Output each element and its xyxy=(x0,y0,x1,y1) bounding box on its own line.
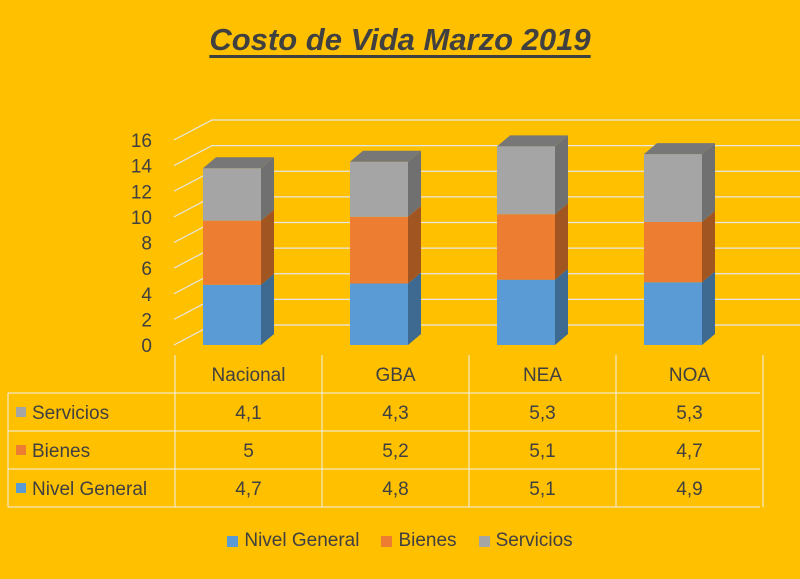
bar-top-servicios-noa xyxy=(644,143,715,155)
bar-side-servicios-noa xyxy=(702,143,715,222)
table-legend-key-servicios xyxy=(16,407,26,417)
x-category-label: NEA xyxy=(523,365,562,386)
bar-servicios-noa xyxy=(644,154,702,222)
bar-side-nivel-general-nacional xyxy=(261,273,274,345)
x-category-label: NOA xyxy=(669,365,711,386)
bar-side-bienes-gba xyxy=(408,205,421,284)
table-cell-value: 4,9 xyxy=(676,479,702,500)
bar-bienes-nacional xyxy=(203,220,261,285)
y-tick-label: 16 xyxy=(131,131,152,152)
bar-side-nivel-general-gba xyxy=(408,272,421,345)
gridline xyxy=(173,145,800,167)
table-row-label-servicios: Servicios xyxy=(32,403,109,424)
y-tick-label: 0 xyxy=(141,336,152,357)
bar-bienes-gba xyxy=(350,216,408,284)
table-cell-value: 4,3 xyxy=(382,403,408,424)
x-category-label: GBA xyxy=(375,365,415,386)
bar-servicios-nea xyxy=(497,146,555,215)
bar-side-bienes-noa xyxy=(702,211,715,283)
legend-item-servicios: Servicios xyxy=(478,530,573,552)
table-cell-value: 4,1 xyxy=(235,403,261,424)
table-cell-value: 4,7 xyxy=(235,479,261,500)
legend-swatch-nivel-general xyxy=(227,535,239,547)
bar-nivel-general-nea xyxy=(497,279,555,345)
table-cell-value: 4,8 xyxy=(382,479,408,500)
legend-label-bienes: Bienes xyxy=(398,530,457,551)
table-row-label-nivel-general: Nivel General xyxy=(32,479,147,500)
table-cell-value: 5,1 xyxy=(529,479,555,500)
bar-bienes-nea xyxy=(497,214,555,280)
table-cell-value: 5,3 xyxy=(676,403,702,424)
table-cell-value: 4,7 xyxy=(676,441,702,462)
legend-label-nivel-general: Nivel General xyxy=(244,530,360,551)
bar-side-nivel-general-noa xyxy=(702,271,715,345)
table-cell-value: 5,2 xyxy=(382,441,408,462)
table-legend-key-nivel-general xyxy=(16,483,26,493)
bar-side-bienes-nea xyxy=(555,203,568,280)
y-tick-label: 8 xyxy=(141,234,152,255)
chart-legend: Nivel General Bienes Servicios xyxy=(0,530,800,552)
x-category-label: Nacional xyxy=(212,365,286,386)
bar-top-servicios-nacional xyxy=(203,157,274,169)
y-tick-label: 2 xyxy=(141,310,152,331)
bar-bienes-noa xyxy=(644,222,702,283)
chart-title: Costo de Vida Marzo 2019 xyxy=(209,22,591,57)
legend-item-nivel-general: Nivel General xyxy=(227,530,359,552)
table-cell-value: 5 xyxy=(243,441,254,462)
bar-side-servicios-gba xyxy=(408,150,421,217)
bar-servicios-nacional xyxy=(203,168,261,221)
bar-top-servicios-nea xyxy=(497,135,568,147)
bar-side-servicios-nea xyxy=(555,135,568,215)
bar-servicios-gba xyxy=(350,161,408,217)
bar-nivel-general-nacional xyxy=(203,284,261,345)
table-cell-value: 5,1 xyxy=(529,441,555,462)
bar-side-bienes-nacional xyxy=(261,209,274,285)
table-cell-value: 5,3 xyxy=(529,403,555,424)
legend-swatch-bienes xyxy=(381,535,393,547)
bar-nivel-general-gba xyxy=(350,283,408,345)
y-tick-label: 10 xyxy=(131,208,152,229)
bar-nivel-general-noa xyxy=(644,282,702,345)
legend-item-bienes: Bienes xyxy=(381,530,457,552)
table-legend-key-bienes xyxy=(16,445,26,455)
bar-side-servicios-nacional xyxy=(261,157,274,221)
gridline xyxy=(173,119,800,141)
y-tick-label: 6 xyxy=(141,259,152,280)
bar-side-nivel-general-nea xyxy=(555,268,568,345)
y-tick-label: 4 xyxy=(141,285,152,306)
y-tick-label: 14 xyxy=(131,157,153,178)
legend-label-servicios: Servicios xyxy=(495,530,573,551)
y-tick-label: 12 xyxy=(131,182,152,203)
legend-swatch-servicios xyxy=(478,535,490,547)
table-row-label-bienes: Bienes xyxy=(32,441,90,462)
bar-top-servicios-gba xyxy=(350,150,421,162)
